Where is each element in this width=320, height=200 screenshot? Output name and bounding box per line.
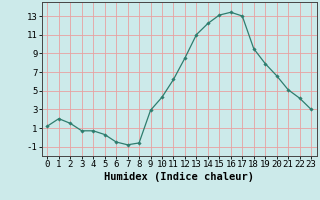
X-axis label: Humidex (Indice chaleur): Humidex (Indice chaleur) (104, 172, 254, 182)
